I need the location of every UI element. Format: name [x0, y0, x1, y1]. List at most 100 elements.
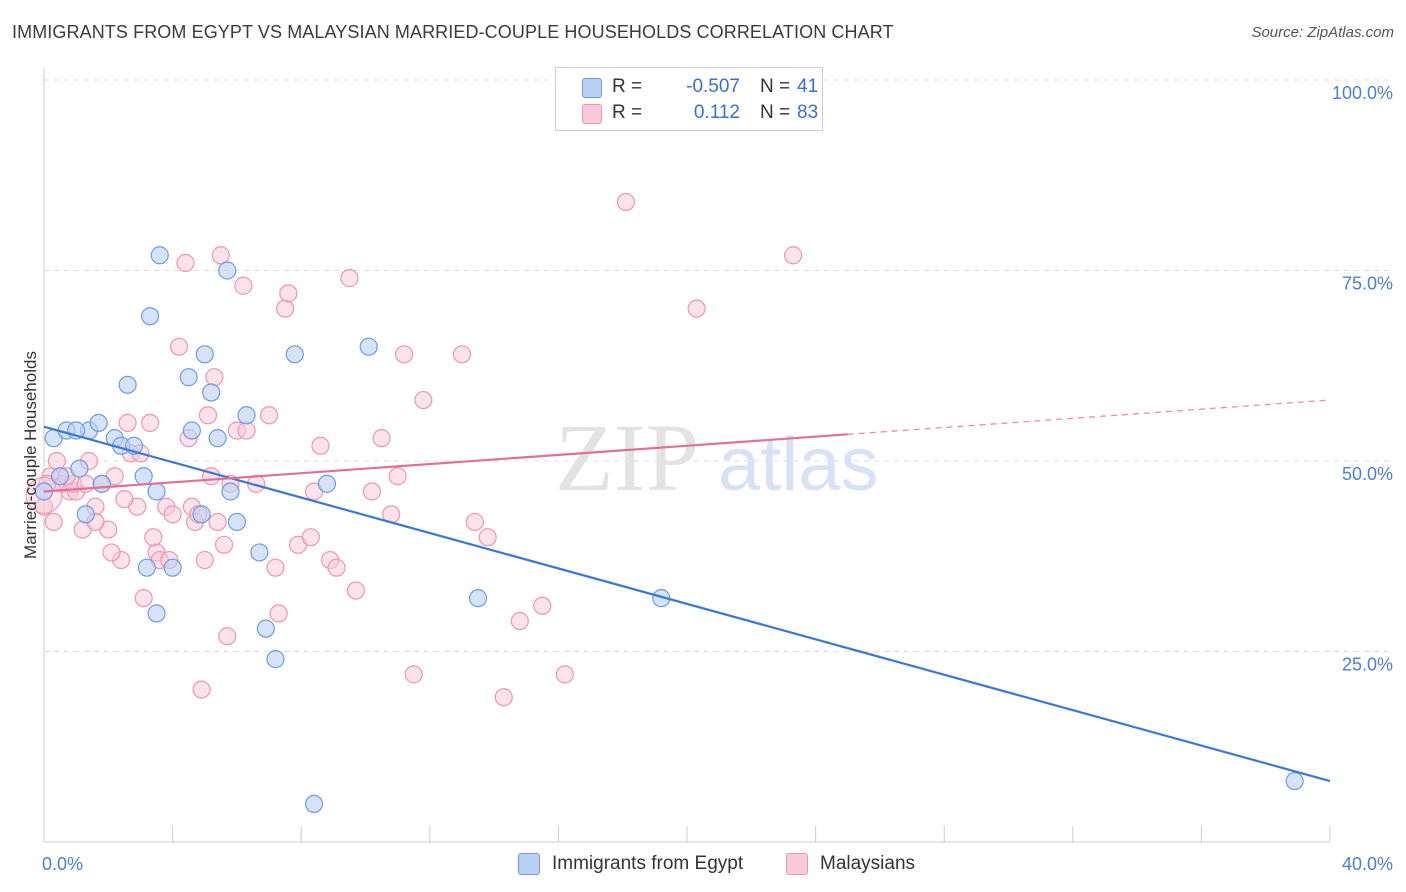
- malaysians-point: [198, 406, 218, 425]
- egypt-point: [468, 589, 488, 608]
- malaysians-point: [687, 299, 706, 318]
- malaysians-point: [163, 505, 182, 524]
- x-tick-label: 40.0%: [1342, 854, 1393, 874]
- egypt-swatch: [582, 78, 602, 98]
- malaysians-point: [205, 368, 224, 387]
- malaysians-point: [414, 390, 433, 410]
- malaysians-point: [214, 535, 234, 554]
- egypt-point: [92, 474, 111, 493]
- chart-title: IMMIGRANTS FROM EGYPT VS MALAYSIAN MARRI…: [12, 22, 894, 42]
- egypt-point: [250, 543, 269, 562]
- malaysians-point: [169, 337, 189, 356]
- egypt-point: [202, 383, 221, 402]
- malaysians-point: [259, 406, 279, 425]
- legend-r-value: 0.112: [693, 102, 740, 123]
- malaysians-point: [362, 482, 382, 501]
- malaysians-legend-label: Malaysians: [820, 853, 916, 874]
- malaysians-point: [311, 436, 330, 455]
- malaysians-point: [452, 345, 472, 364]
- y-tick-label: 25.0%: [1342, 655, 1393, 675]
- malaysians-point: [140, 413, 160, 432]
- malaysians-point: [388, 467, 407, 486]
- egypt-point: [218, 261, 237, 280]
- legend-item-malaysians[interactable]: Malaysians: [786, 852, 915, 876]
- egypt-point: [285, 345, 304, 364]
- malaysians-point: [372, 429, 391, 448]
- tick-labels: 100.0% 75.0% 50.0% 25.0% 0.0% 40.0%: [42, 83, 1393, 874]
- malaysians-point: [211, 246, 230, 265]
- egypt-point: [163, 558, 182, 577]
- malaysians-legend-swatch: [786, 853, 808, 875]
- malaysians-point: [510, 611, 529, 631]
- malaysians-swatch: [582, 104, 602, 124]
- x-tick-label: 0.0%: [42, 854, 83, 874]
- malaysians-point: [279, 284, 298, 303]
- egypt-point: [266, 650, 285, 669]
- malaysians-point: [269, 604, 288, 623]
- malaysians-point: [783, 246, 803, 265]
- source-label: Source: ZipAtlas.com: [1251, 24, 1394, 41]
- trend-lines: [43, 399, 1331, 783]
- malaysians-point: [44, 512, 63, 532]
- egypt-point: [359, 337, 378, 356]
- watermark-zip: ZIP: [555, 404, 699, 511]
- egypt-point: [195, 345, 214, 364]
- legend-n-label: N =: [760, 102, 791, 123]
- malaysians-point: [118, 413, 137, 432]
- egypt-point: [70, 459, 89, 478]
- malaysians-point: [404, 665, 423, 684]
- egypt-point: [237, 406, 256, 425]
- axes: [43, 68, 1331, 843]
- malaysians-point: [102, 543, 121, 562]
- egypt-point: [118, 375, 137, 394]
- egypt-legend-swatch: [518, 853, 540, 875]
- egypt-point: [50, 467, 70, 486]
- legend-n-value: 83: [797, 102, 819, 123]
- malaysians-trend-extension: [847, 399, 1331, 435]
- malaysians-point: [115, 490, 134, 509]
- egypt-points: [34, 246, 1304, 814]
- legend-n-value: 41: [797, 76, 819, 97]
- malaysians-point: [616, 192, 636, 212]
- egypt-point: [147, 604, 166, 623]
- egypt-trend-line: [43, 425, 1331, 783]
- legend-r-label: R =: [612, 76, 643, 97]
- y-tick-label: 75.0%: [1342, 274, 1393, 294]
- egypt-point: [317, 474, 337, 493]
- malaysians-point: [276, 299, 295, 318]
- y-tick-label: 100.0%: [1332, 83, 1393, 103]
- malaysians-point: [208, 512, 227, 532]
- egypt-point: [192, 505, 211, 524]
- legend-item-egypt[interactable]: Immigrants from Egypt: [518, 852, 743, 876]
- egypt-point: [182, 421, 201, 440]
- egypt-point: [150, 246, 169, 265]
- egypt-point: [227, 512, 246, 532]
- egypt-legend-label: Immigrants from Egypt: [552, 853, 744, 874]
- y-tick-label: 50.0%: [1342, 464, 1393, 484]
- malaysians-point: [176, 253, 195, 272]
- grid-lines: [44, 79, 1392, 652]
- watermark: ZIP atlas: [555, 404, 879, 511]
- legend-r-value: -0.507: [686, 76, 740, 97]
- malaysians-point: [266, 558, 285, 577]
- egypt-point: [147, 482, 166, 501]
- malaysians-trend-line: [43, 433, 848, 493]
- watermark-atlas: atlas: [718, 422, 879, 507]
- egypt-point: [221, 482, 240, 501]
- malaysians-point: [144, 528, 163, 547]
- malaysians-point: [47, 451, 66, 471]
- egypt-point: [76, 505, 95, 524]
- legend-n-label: N =: [760, 76, 791, 97]
- malaysians-point: [134, 589, 153, 608]
- egypt-point: [179, 368, 198, 387]
- malaysians-point: [327, 558, 346, 577]
- egypt-point: [89, 413, 108, 432]
- malaysians-point: [494, 688, 513, 707]
- egypt-point: [256, 619, 275, 638]
- malaysians-point: [533, 596, 552, 615]
- malaysians-point: [237, 421, 256, 440]
- y-axis-label: Married-couple Households: [21, 351, 40, 559]
- malaysians-point: [555, 665, 574, 684]
- egypt-point: [134, 467, 153, 486]
